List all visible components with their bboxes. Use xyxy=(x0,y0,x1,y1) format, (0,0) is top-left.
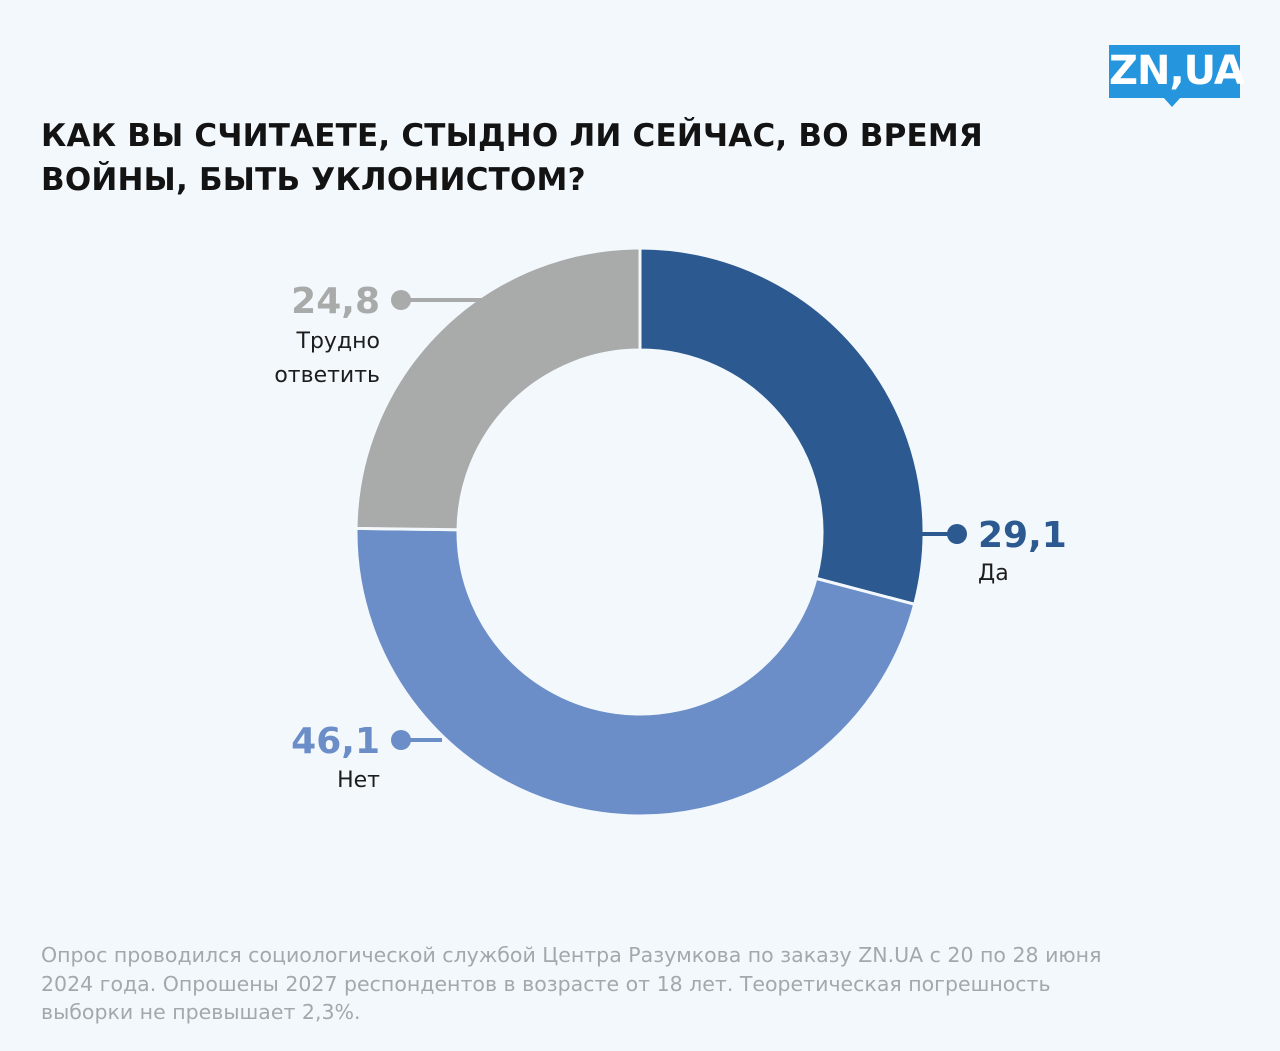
leader-dot-yes xyxy=(947,524,967,544)
value-label-no: 46,1 xyxy=(291,721,380,762)
slice-no xyxy=(354,526,917,818)
slice-yes xyxy=(638,246,926,607)
chart-title: КАК ВЫ СЧИТАЕТЕ, СТЫДНО ЛИ СЕЙЧАС, ВО ВР… xyxy=(41,118,984,198)
category-label-no: Нет xyxy=(337,768,380,793)
leader-dot-no xyxy=(391,730,411,750)
value-label-hard-to-say: 24,8 xyxy=(291,281,380,322)
survey-footnote: Опрос проводился социологической службой… xyxy=(41,943,1102,1024)
brand-logo-tail xyxy=(1163,97,1181,107)
brand-logo: ZN,UA xyxy=(1109,45,1245,98)
slice-hard-to-say xyxy=(354,246,642,532)
leader-dot-hard-to-say xyxy=(391,290,411,310)
category-label-hard-to-say: Трудно ответить xyxy=(274,329,380,388)
category-label-yes: Да xyxy=(978,561,1009,586)
value-label-yes: 29,1 xyxy=(978,515,1067,556)
